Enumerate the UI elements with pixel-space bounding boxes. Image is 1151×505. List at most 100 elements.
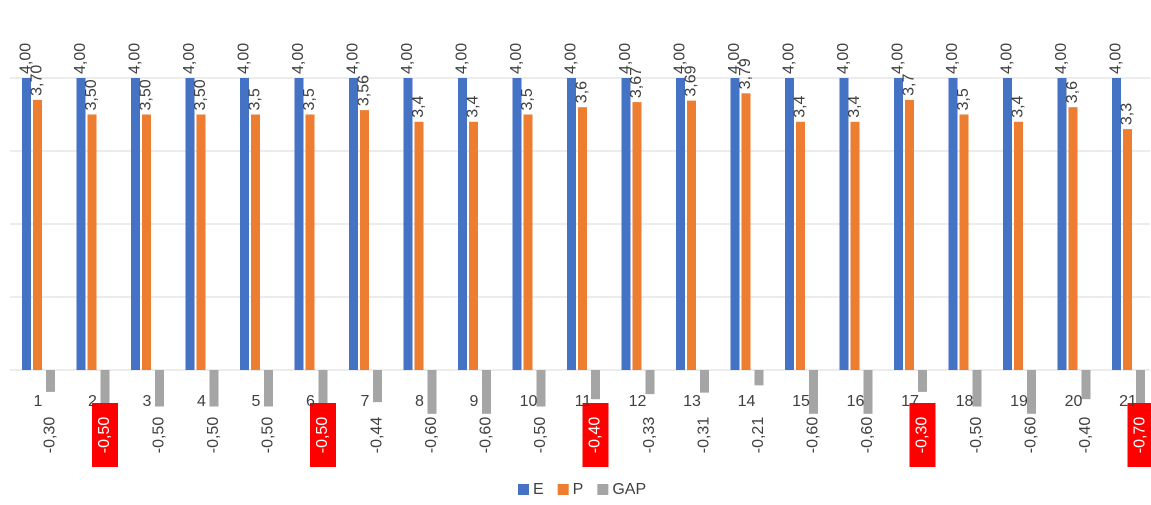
bar — [905, 100, 914, 370]
x-tick-label: 2 — [88, 393, 97, 410]
value-label: -0,30 — [42, 417, 59, 454]
bar — [646, 370, 655, 394]
x-tick-label: 19 — [1010, 393, 1028, 410]
x-tick-label: 20 — [1065, 393, 1083, 410]
bar — [1058, 78, 1067, 370]
bar — [240, 78, 249, 370]
value-label: 4,00 — [508, 43, 525, 74]
value-label: -0,30 — [914, 417, 931, 454]
bar — [33, 100, 42, 370]
bar — [700, 370, 709, 393]
value-label: 3,4 — [410, 95, 427, 117]
x-tick-label: 14 — [738, 393, 756, 410]
value-label: -0,60 — [859, 417, 876, 454]
value-label: -0,60 — [805, 417, 822, 454]
x-tick-label: 4 — [197, 393, 206, 410]
x-tick-label: 11 — [575, 393, 592, 410]
value-label: 4,00 — [999, 43, 1016, 74]
bar — [482, 370, 491, 414]
bar — [415, 122, 424, 370]
bar — [251, 115, 260, 371]
bar — [524, 115, 533, 371]
bar — [918, 370, 927, 392]
value-label: 3,5 — [247, 88, 264, 110]
legend-swatch — [558, 484, 569, 495]
bar — [349, 78, 358, 370]
value-label: -0,70 — [1132, 417, 1149, 454]
bar — [1027, 370, 1036, 414]
value-label: 3,67 — [628, 67, 645, 98]
bar — [633, 102, 642, 370]
bar — [1014, 122, 1023, 370]
bar — [687, 101, 696, 370]
bar — [46, 370, 55, 392]
legend-swatch — [597, 484, 608, 495]
value-label: 3,4 — [792, 95, 809, 117]
value-label: -0,60 — [1023, 417, 1040, 454]
value-label: 4,00 — [1053, 43, 1070, 74]
bar — [101, 370, 110, 407]
value-label: -0,50 — [260, 417, 277, 454]
value-label: -0,60 — [478, 417, 495, 454]
bar — [142, 115, 151, 371]
bar — [622, 78, 631, 370]
bar — [960, 115, 969, 371]
x-tick-label: 8 — [415, 393, 424, 410]
value-label: 4,00 — [72, 43, 89, 74]
bar — [796, 122, 805, 370]
bar — [186, 78, 195, 370]
value-label: 4,00 — [345, 43, 362, 74]
value-label: -0,50 — [532, 417, 549, 454]
bar — [155, 370, 164, 407]
x-tick-label: 21 — [1119, 393, 1137, 410]
legend-label: P — [573, 481, 584, 498]
value-label: 4,00 — [781, 43, 798, 74]
value-label: -0,33 — [641, 417, 658, 454]
value-label: 3,3 — [1119, 103, 1136, 125]
x-tick-label: 6 — [306, 393, 315, 410]
value-label: -0,44 — [369, 417, 386, 454]
value-label: 3,4 — [465, 95, 482, 117]
x-tick-label: 5 — [252, 393, 261, 410]
x-tick-label: 13 — [683, 393, 701, 410]
value-label: 4,00 — [944, 43, 961, 74]
value-label: 3,50 — [138, 79, 155, 110]
value-label: 4,00 — [127, 43, 144, 74]
value-label: -0,50 — [96, 417, 113, 454]
value-label: 3,69 — [683, 65, 700, 96]
value-label: -0,40 — [587, 417, 604, 454]
bar — [404, 78, 413, 370]
bar — [131, 78, 140, 370]
legend-label: GAP — [612, 481, 646, 498]
value-label: -0,40 — [1077, 417, 1094, 454]
bar — [88, 115, 97, 371]
bar — [1082, 370, 1091, 399]
value-label: 3,56 — [356, 75, 373, 106]
bar — [742, 93, 751, 370]
x-tick-label: 3 — [143, 393, 152, 410]
bar — [537, 370, 546, 407]
bar — [567, 78, 576, 370]
bar — [295, 78, 304, 370]
bar — [360, 110, 369, 370]
bar — [785, 78, 794, 370]
value-label: 3,5 — [955, 88, 972, 110]
x-tick-label: 9 — [470, 393, 479, 410]
value-label: 3,79 — [737, 58, 754, 89]
bar — [864, 370, 873, 414]
bar — [894, 78, 903, 370]
bar — [851, 122, 860, 370]
bar — [264, 370, 273, 407]
value-label: 4,00 — [1108, 43, 1125, 74]
bar — [676, 78, 685, 370]
value-label: 3,70 — [29, 65, 46, 96]
value-label: 4,00 — [563, 43, 580, 74]
x-tick-label: 7 — [361, 393, 370, 410]
value-label: -0,31 — [696, 417, 713, 454]
bar — [1123, 129, 1132, 370]
bar — [973, 370, 982, 407]
bar — [373, 370, 382, 402]
value-label: -0,60 — [423, 417, 440, 454]
bar — [22, 78, 31, 370]
